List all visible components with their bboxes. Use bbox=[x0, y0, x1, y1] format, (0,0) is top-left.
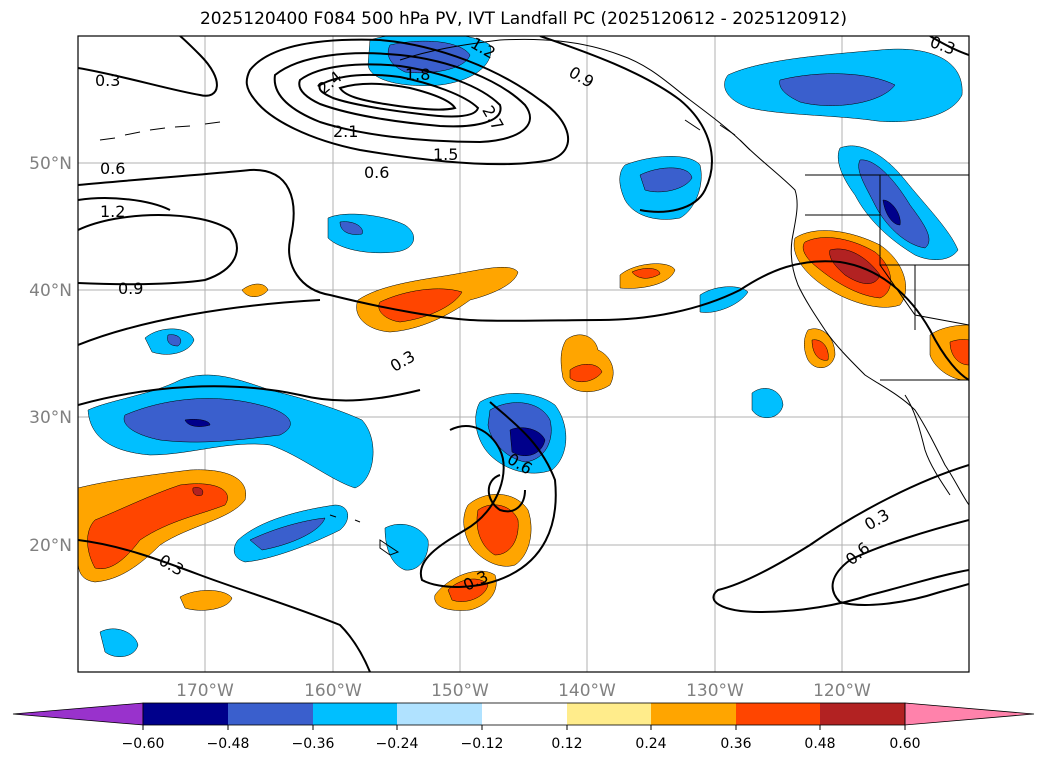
colorbar-segment bbox=[228, 703, 313, 725]
colorbar-extend-right bbox=[904, 702, 1035, 726]
map-frame bbox=[77, 35, 970, 673]
lat-tick-label: 40°N bbox=[29, 281, 72, 301]
colorbar-segment bbox=[313, 703, 397, 725]
colorbar-tick-label: −0.36 bbox=[292, 736, 335, 752]
positive-anomaly-regions bbox=[78, 230, 969, 611]
contour-label: 1.5 bbox=[433, 145, 458, 164]
lat-tick-label: 20°N bbox=[29, 536, 72, 556]
contour-label: 0.9 bbox=[118, 279, 143, 298]
colorbar-segment bbox=[651, 703, 736, 725]
colorbar-segment bbox=[482, 703, 567, 725]
colorbar-tick-label: 0.60 bbox=[889, 736, 920, 752]
lat-tick-label: 30°N bbox=[29, 408, 72, 428]
colorbar-tick-label: −0.24 bbox=[376, 736, 419, 752]
coastlines bbox=[99, 38, 969, 556]
contour-label: 1.8 bbox=[405, 65, 430, 84]
contour-label: 0.6 bbox=[364, 163, 389, 182]
colorbar-segment bbox=[567, 703, 651, 725]
colorbar-segment bbox=[397, 703, 482, 725]
negative-anomaly-regions bbox=[87, 36, 963, 657]
colorbar-tick-label: 0.36 bbox=[720, 736, 751, 752]
contour-label: 0.6 bbox=[100, 159, 125, 178]
lon-tick-label: 140°W bbox=[558, 681, 616, 701]
lon-tick-label: 170°W bbox=[176, 681, 234, 701]
chart-title: 2025120400 F084 500 hPa PV, IVT Landfall… bbox=[199, 9, 847, 29]
colorbar-extend-left bbox=[12, 702, 144, 726]
lon-tick-labels: 170°W 160°W 150°W 140°W 130°W 120°W bbox=[176, 681, 871, 701]
colorbar-segment bbox=[143, 703, 228, 725]
lat-tick-labels: 50°N 40°N 30°N 20°N bbox=[29, 154, 72, 556]
colorbar-tick-label: 0.12 bbox=[551, 736, 582, 752]
colorbar-tick-label: −0.12 bbox=[461, 736, 504, 752]
colorbar: −0.60 −0.48 −0.36 −0.24 −0.12 0.12 0.24 … bbox=[12, 702, 1035, 752]
pv-contours bbox=[78, 36, 969, 672]
lon-tick-label: 120°W bbox=[813, 681, 871, 701]
lat-tick-label: 50°N bbox=[29, 154, 72, 174]
colorbar-tick-label: 0.24 bbox=[635, 736, 666, 752]
lon-tick-label: 150°W bbox=[431, 681, 489, 701]
colorbar-segment bbox=[736, 703, 820, 725]
contour-label: 0.3 bbox=[95, 71, 120, 90]
colorbar-tick-label: 0.48 bbox=[804, 736, 835, 752]
contour-label: 2.1 bbox=[333, 122, 358, 141]
lon-tick-label: 130°W bbox=[686, 681, 744, 701]
lon-tick-label: 160°W bbox=[304, 681, 362, 701]
contour-label: 1.2 bbox=[100, 202, 125, 221]
colorbar-tick-label: −0.60 bbox=[122, 736, 165, 752]
colorbar-tick-label: −0.48 bbox=[207, 736, 250, 752]
colorbar-segment bbox=[820, 703, 905, 725]
